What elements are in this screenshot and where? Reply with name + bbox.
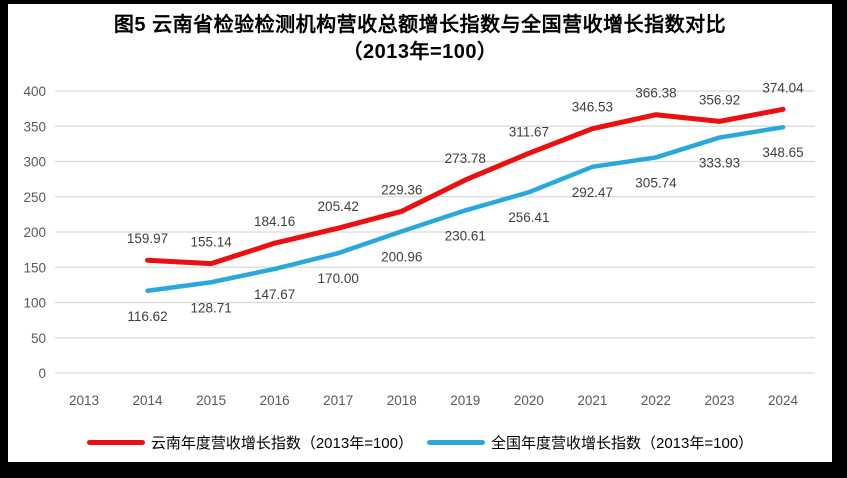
data-point-label: 205.42 xyxy=(318,199,359,214)
chart-title-line1: 图5 云南省检验检测机构营收总额增长指数与全国营收增长指数对比 xyxy=(113,14,727,36)
data-point-label: 311.67 xyxy=(509,124,549,139)
chart-title-line2: （2013年=100） xyxy=(342,41,498,63)
data-point-label: 273.78 xyxy=(445,151,486,166)
data-point-label: 366.38 xyxy=(635,86,676,101)
legend-item-national: 全国年度营收增长指数（2013年=100） xyxy=(427,432,753,453)
legend-label-yunnan: 云南年度营收增长指数（2013年=100） xyxy=(150,435,413,452)
series-line-national xyxy=(145,124,786,294)
data-point-label: 170.00 xyxy=(318,271,359,286)
x-axis-tick-label: 2015 xyxy=(196,393,226,408)
x-axis-tick-label: 2017 xyxy=(323,393,353,408)
national-line-swatch-icon xyxy=(427,440,485,445)
data-point-label: 346.53 xyxy=(572,100,613,115)
x-axis-tick-label: 2019 xyxy=(450,393,480,408)
x-axis-tick-label: 2013 xyxy=(69,393,99,408)
series-line-yunnan xyxy=(145,106,786,267)
y-axis-tick-label: 150 xyxy=(23,260,46,275)
x-axis-tick-label: 2022 xyxy=(641,393,671,408)
legend-label-national: 全国年度营收增长指数（2013年=100） xyxy=(491,435,754,452)
data-point-label: 184.16 xyxy=(254,214,295,229)
chart-legend: 云南年度营收增长指数（2013年=100） 全国年度营收增长指数（2013年=1… xyxy=(8,432,832,453)
data-point-label: 200.96 xyxy=(381,249,422,264)
data-point-label: 155.14 xyxy=(190,235,232,250)
legend-item-yunnan: 云南年度营收增长指数（2013年=100） xyxy=(86,432,413,453)
y-axis-tick-label: 0 xyxy=(38,366,46,381)
data-point-label: 333.93 xyxy=(699,156,740,171)
data-point-label: 147.67 xyxy=(254,287,295,302)
y-axis-tick-label: 50 xyxy=(31,331,46,346)
chart-title: 图5 云南省检验检测机构营收总额增长指数与全国营收增长指数对比 （2013年=1… xyxy=(8,12,832,66)
y-axis-tick-label: 250 xyxy=(23,190,46,205)
data-point-label: 348.65 xyxy=(762,145,803,160)
data-point-label: 356.92 xyxy=(699,92,740,107)
y-axis-tick-label: 400 xyxy=(23,84,46,99)
data-point-label: 116.62 xyxy=(127,309,167,324)
yunnan-line-swatch-icon xyxy=(86,440,145,445)
x-axis-tick-label: 2023 xyxy=(704,393,734,408)
y-axis-tick-label: 350 xyxy=(23,119,46,134)
data-point-label: 229.36 xyxy=(381,182,422,197)
data-point-label: 256.41 xyxy=(508,210,549,225)
x-axis-tick-label: 2018 xyxy=(387,393,417,408)
data-point-label: 374.04 xyxy=(762,80,804,95)
x-axis-tick-label: 2014 xyxy=(133,393,164,408)
data-point-label: 292.47 xyxy=(572,185,613,200)
x-axis-tick-label: 2021 xyxy=(577,393,607,408)
y-axis-tick-label: 100 xyxy=(23,296,46,311)
y-axis-tick-label: 200 xyxy=(23,225,46,240)
x-axis-tick-label: 2016 xyxy=(260,393,290,408)
data-point-label: 230.61 xyxy=(445,228,486,243)
data-point-label: 159.97 xyxy=(127,231,168,246)
data-point-label: 305.74 xyxy=(635,175,677,190)
x-axis-tick-label: 2024 xyxy=(768,393,799,408)
y-axis-tick-label: 300 xyxy=(23,155,46,170)
x-axis-tick-label: 2020 xyxy=(514,393,544,408)
data-point-label: 128.71 xyxy=(190,300,231,315)
chart-canvas: 图5 云南省检验检测机构营收总额增长指数与全国营收增长指数对比 （2013年=1… xyxy=(8,4,832,462)
